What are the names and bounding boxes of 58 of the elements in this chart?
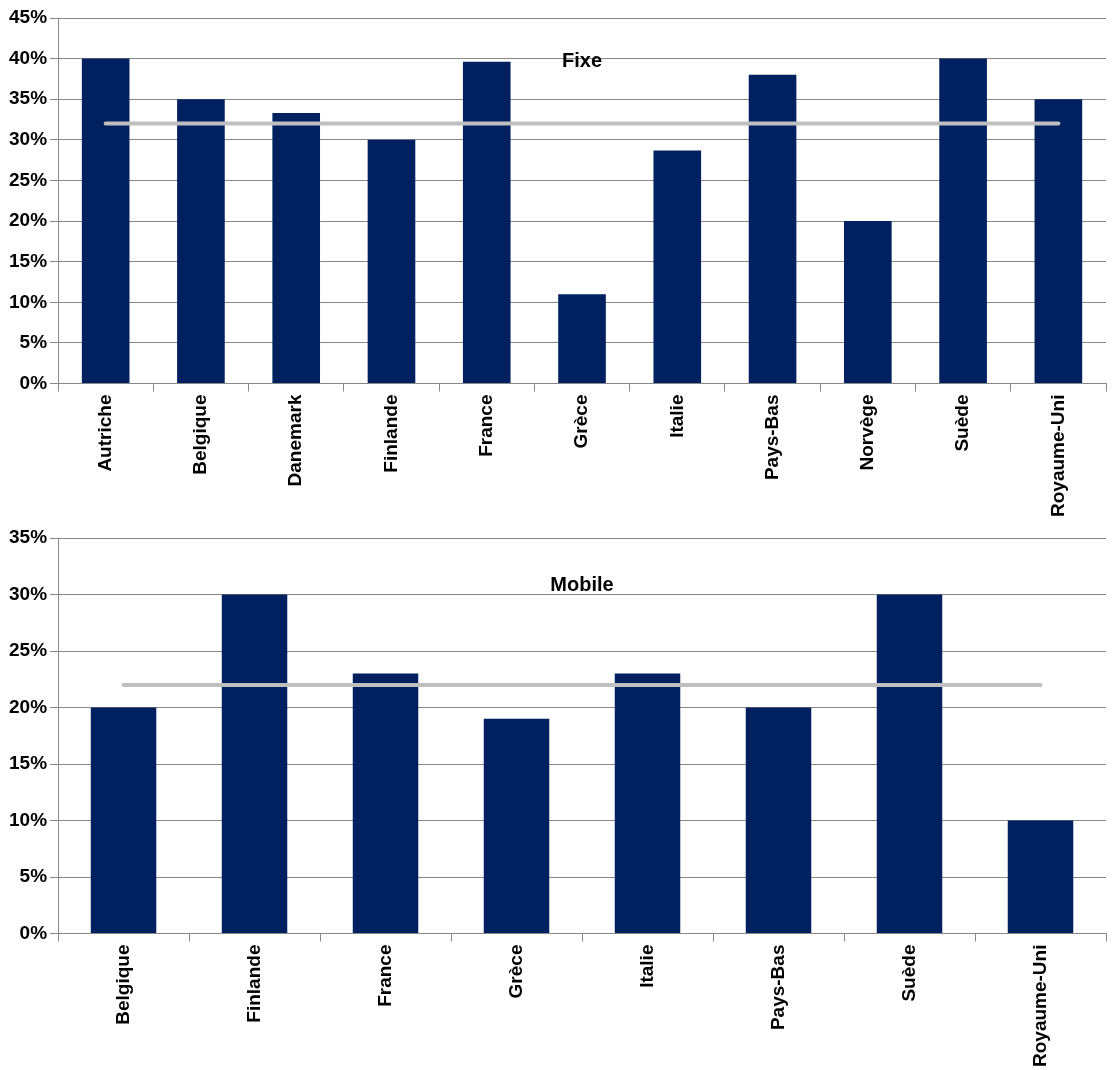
bar (177, 99, 225, 384)
x-tick-label: Grèce (504, 944, 526, 999)
x-tick-label: Suède (951, 394, 973, 452)
y-tick-label: 25% (9, 168, 48, 190)
y-tick-label: 10% (9, 290, 48, 312)
bar (876, 594, 943, 934)
y-tick-label: 15% (9, 752, 48, 774)
bar (653, 150, 702, 384)
y-tick-label: 5% (19, 331, 48, 353)
bar (745, 707, 812, 934)
y-tick-label: 20% (9, 695, 48, 717)
bar (272, 113, 321, 384)
bar (1007, 820, 1074, 934)
bar (558, 294, 606, 384)
x-tick-label: Finlande (379, 394, 401, 473)
y-tick-label: 25% (9, 639, 48, 661)
y-tick-label: 40% (9, 46, 48, 68)
x-tick-label: Royaume-Uni (1028, 944, 1050, 1068)
bar (483, 718, 550, 934)
x-tick-label: Belgique (111, 944, 133, 1025)
x-tick-label: Belgique (189, 394, 211, 475)
bar (221, 594, 288, 934)
bar (1034, 99, 1083, 384)
bar (90, 707, 157, 934)
bar (352, 673, 419, 934)
x-tick-label: Italie (635, 944, 657, 988)
x-tick-label: Grèce (570, 394, 592, 449)
bar (462, 61, 511, 384)
text: Mobile (550, 572, 614, 595)
x-tick-label: Danemark (284, 394, 306, 487)
y-tick-label: 35% (9, 526, 48, 548)
x-tick-label: Italie (665, 394, 687, 438)
x-tick-label: France (373, 944, 395, 1007)
bar (81, 58, 130, 384)
x-tick-label: Pays-Bas (760, 394, 782, 481)
y-tick-label: 0% (19, 921, 48, 943)
y-tick-label: 20% (9, 209, 48, 231)
x-tick-label: Autriche (93, 394, 115, 472)
x-tick-label: Suède (897, 944, 919, 1002)
y-tick-label: 10% (9, 808, 48, 830)
y-tick-label: 0% (19, 371, 48, 393)
y-tick-label: 30% (9, 128, 48, 150)
x-tick-label: Royaume-Uni (1046, 394, 1068, 518)
bar (939, 58, 987, 384)
y-tick-label: 30% (9, 582, 48, 604)
x-tick-label: Finlande (242, 944, 264, 1023)
text: Fixe (562, 49, 603, 72)
y-tick-label: 35% (9, 87, 48, 109)
y-tick-label: 5% (19, 865, 48, 887)
bar (748, 74, 797, 384)
y-tick-label: 15% (9, 249, 48, 271)
bar (367, 139, 416, 384)
x-tick-label: Pays-Bas (766, 944, 788, 1031)
x-tick-label: Norvège (856, 394, 878, 471)
y-tick-label: 45% (9, 6, 48, 28)
x-tick-label: France (474, 394, 496, 457)
bar (844, 221, 892, 384)
bar (614, 673, 681, 934)
